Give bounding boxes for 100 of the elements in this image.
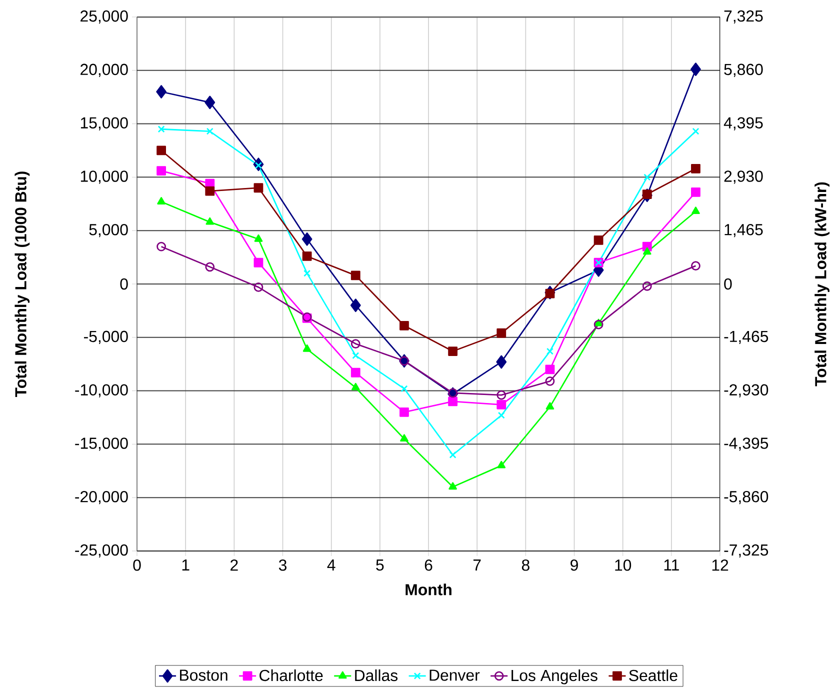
point xyxy=(302,344,312,352)
x-tick-label: 10 xyxy=(615,560,632,571)
point xyxy=(642,281,652,291)
point xyxy=(156,146,166,156)
point xyxy=(545,364,555,374)
point xyxy=(496,400,506,410)
point xyxy=(496,355,507,369)
point xyxy=(302,232,312,246)
legend-label: Denver xyxy=(430,670,480,681)
x-tick-label: 4 xyxy=(327,560,336,570)
point xyxy=(350,270,360,280)
y-tick-label: 10,000 xyxy=(80,170,128,184)
y2-tick-label: 5,860 xyxy=(724,64,763,77)
y-tick-label: -10,000 xyxy=(75,384,128,398)
y2-tick-label: 4,395 xyxy=(724,117,763,130)
y-tick-label: -20,000 xyxy=(75,491,128,504)
x-tick-label: 8 xyxy=(522,560,530,571)
x-tick-label: 1 xyxy=(182,560,190,570)
point xyxy=(156,85,166,98)
y-tick-label: -5,000 xyxy=(84,330,128,344)
y2-axis-title: Total Monthly Load (kW-hr) xyxy=(814,182,830,386)
legend-label: Los Angeles xyxy=(512,669,598,684)
y-axis-title: Total Monthly Load (1000 Btu) xyxy=(14,172,30,398)
y-tick-label: 5,000 xyxy=(89,224,128,238)
x-tick-label: 0 xyxy=(133,560,141,571)
point xyxy=(302,252,312,261)
y2-tick-label: -7,325 xyxy=(724,544,768,558)
point xyxy=(206,217,214,225)
point xyxy=(545,288,555,298)
x-tick-label: 3 xyxy=(278,560,286,571)
y2-tick-label: -2,930 xyxy=(724,384,768,398)
legend-label: Seattle xyxy=(629,669,678,682)
point xyxy=(350,298,361,312)
point xyxy=(351,382,360,390)
point xyxy=(448,388,458,398)
point xyxy=(254,282,264,292)
point xyxy=(400,320,409,330)
point xyxy=(496,390,506,400)
y-tick-label: -25,000 xyxy=(75,544,128,558)
point xyxy=(157,197,166,204)
y2-tick-label: 1,465 xyxy=(724,224,763,238)
y2-tick-label: 7,325 xyxy=(724,10,763,24)
legend-label: Dallas xyxy=(355,669,398,682)
point xyxy=(205,262,215,272)
y-tick-label: 20,000 xyxy=(80,64,128,77)
point xyxy=(594,235,604,245)
point xyxy=(496,328,506,338)
legend-label: Boston xyxy=(180,670,228,681)
x-tick-label: 12 xyxy=(712,560,728,571)
y2-tick-label: -1,465 xyxy=(724,330,768,344)
point xyxy=(400,434,408,442)
x-tick-label: 6 xyxy=(424,560,432,571)
point xyxy=(400,407,409,417)
point xyxy=(644,174,651,181)
point xyxy=(546,348,554,355)
x-tick-label: 2 xyxy=(230,560,238,571)
point xyxy=(304,270,311,277)
point xyxy=(254,162,262,169)
x-axis-title: Month xyxy=(406,584,452,596)
y2-tick-label: 0 xyxy=(724,278,732,290)
point xyxy=(691,164,700,174)
point xyxy=(546,402,554,410)
point xyxy=(350,368,360,378)
point xyxy=(156,242,166,252)
point xyxy=(692,128,700,135)
y2-tick-label: 2,930 xyxy=(724,170,763,184)
y2-tick-label: -4,395 xyxy=(724,438,768,451)
point xyxy=(254,183,264,193)
x-tick-label: 7 xyxy=(473,560,481,570)
y-tick-label: -15,000 xyxy=(75,438,128,451)
point xyxy=(206,128,214,135)
point xyxy=(352,352,360,360)
point xyxy=(449,451,456,458)
legend-label: Charlotte xyxy=(260,669,323,682)
y2-tick-label: -5,860 xyxy=(724,491,768,504)
point xyxy=(156,166,166,176)
point xyxy=(594,320,604,330)
point xyxy=(690,62,701,76)
point xyxy=(204,96,216,110)
point xyxy=(691,261,700,271)
point xyxy=(158,126,165,133)
point xyxy=(254,258,264,268)
point xyxy=(692,206,700,214)
point xyxy=(448,346,458,356)
x-tick-label: 5 xyxy=(376,560,384,571)
point xyxy=(205,186,215,196)
point xyxy=(497,460,506,468)
x-tick-label: 11 xyxy=(664,560,679,570)
point xyxy=(448,482,457,490)
point xyxy=(350,339,360,348)
y-tick-label: 0 xyxy=(120,278,128,290)
point xyxy=(642,190,652,199)
point xyxy=(498,412,505,419)
point xyxy=(448,396,458,406)
point xyxy=(691,187,700,197)
y-tick-label: 15,000 xyxy=(80,117,128,130)
point xyxy=(400,385,408,392)
point xyxy=(254,234,263,242)
point xyxy=(642,247,652,255)
x-tick-label: 9 xyxy=(570,560,578,571)
